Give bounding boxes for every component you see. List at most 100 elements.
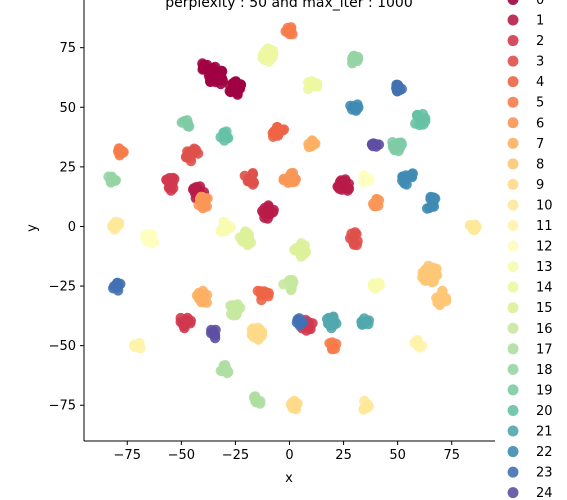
cluster-14-1 — [303, 76, 323, 95]
data-point — [397, 175, 408, 186]
legend-label: 24 — [536, 486, 553, 500]
data-point — [350, 103, 362, 115]
data-point — [114, 147, 125, 159]
data-point — [431, 292, 442, 304]
data-point — [349, 227, 361, 238]
data-point — [185, 152, 196, 163]
cluster-24-1 — [366, 138, 385, 152]
legend-item-10: 10 — [507, 198, 553, 213]
data-point — [292, 398, 303, 409]
data-point — [182, 115, 193, 126]
cluster-2-0 — [161, 172, 180, 196]
x-axis-label: x — [285, 471, 293, 486]
y-tick-label: 0 — [68, 220, 76, 235]
cluster-11-0 — [409, 334, 428, 353]
legend-label: 4 — [536, 75, 544, 90]
legend-marker — [507, 158, 519, 170]
legend-item-17: 17 — [507, 342, 553, 357]
legend-label: 16 — [536, 322, 553, 337]
data-point — [426, 276, 438, 288]
cluster-17-0 — [215, 360, 234, 379]
legend-label: 9 — [536, 178, 544, 193]
x-tick-label: 0 — [285, 448, 293, 463]
legend-item-0: 0 — [507, 0, 544, 8]
legend-marker — [507, 199, 519, 211]
cluster-6-1 — [278, 167, 301, 188]
cluster-15-1 — [289, 238, 312, 262]
cluster-5-1 — [280, 22, 298, 40]
y-tick-label: 50 — [59, 101, 76, 116]
legend-item-22: 22 — [507, 445, 553, 460]
cluster-23-1 — [391, 79, 407, 97]
legend-marker — [507, 178, 519, 190]
data-point — [221, 223, 232, 234]
legend-marker — [507, 322, 519, 334]
chart-title: perplexity : 50 and max_iter : 1000 — [165, 0, 413, 11]
data-point — [421, 203, 433, 214]
legend-item-8: 8 — [507, 157, 544, 172]
data-point — [373, 278, 385, 289]
legend-label: 23 — [536, 466, 553, 481]
cluster-14-0 — [257, 43, 279, 67]
y-tick-label: −25 — [49, 280, 76, 295]
cluster-12-0 — [140, 229, 159, 249]
data-point — [427, 192, 439, 203]
legend-label: 14 — [536, 281, 553, 296]
data-point — [291, 242, 302, 254]
data-point — [295, 251, 307, 262]
data-point — [221, 367, 233, 379]
data-point — [308, 77, 319, 88]
data-point — [205, 328, 217, 339]
cluster-5-2 — [324, 337, 342, 355]
data-point — [109, 224, 120, 235]
data-point — [263, 200, 274, 211]
x-tick-label: −75 — [114, 448, 141, 463]
data-point — [243, 229, 255, 240]
data-point — [191, 181, 202, 193]
legend-item-23: 23 — [507, 466, 553, 481]
legend-item-15: 15 — [507, 301, 553, 316]
cluster-23-2 — [291, 313, 309, 331]
x-tick-label: 50 — [389, 448, 406, 463]
data-point — [277, 125, 288, 136]
legend-label: 19 — [536, 383, 553, 398]
legend-marker — [507, 446, 519, 458]
cluster-20-1 — [215, 126, 234, 146]
legend-marker — [507, 302, 519, 314]
x-ticks: −75 −50 −25 0 25 50 75 — [114, 441, 460, 463]
legend-item-4: 4 — [507, 75, 544, 90]
data-point — [111, 280, 122, 292]
data-point — [360, 317, 371, 328]
cluster-0-2 — [197, 58, 214, 75]
data-point — [194, 193, 206, 204]
data-point — [412, 340, 424, 351]
legend-marker — [507, 384, 519, 396]
legend-marker — [507, 14, 519, 26]
legend-label: 8 — [536, 157, 544, 172]
legend-item-9: 9 — [507, 178, 544, 193]
legend-marker — [507, 96, 519, 108]
data-point — [292, 314, 303, 325]
legend-marker — [507, 261, 519, 273]
data-point — [285, 168, 297, 179]
data-point — [262, 213, 273, 224]
legend-marker — [507, 425, 519, 437]
legend-item-2: 2 — [507, 34, 544, 49]
legend-label: 12 — [536, 240, 553, 255]
legend-marker — [507, 281, 519, 293]
legend-item-16: 16 — [507, 322, 553, 337]
legend-marker — [507, 220, 519, 231]
legend-item-12: 12 — [507, 240, 553, 255]
data-point — [352, 53, 364, 65]
data-point — [177, 319, 189, 330]
cluster-13-0 — [215, 217, 236, 237]
legend-item-13: 13 — [507, 260, 553, 275]
data-point — [252, 285, 263, 297]
cluster-8-1 — [431, 285, 452, 311]
legend-marker — [507, 117, 519, 129]
legend-item-5: 5 — [507, 96, 544, 111]
data-point — [324, 338, 335, 349]
legend-item-6: 6 — [507, 116, 544, 131]
data-point — [106, 172, 118, 184]
